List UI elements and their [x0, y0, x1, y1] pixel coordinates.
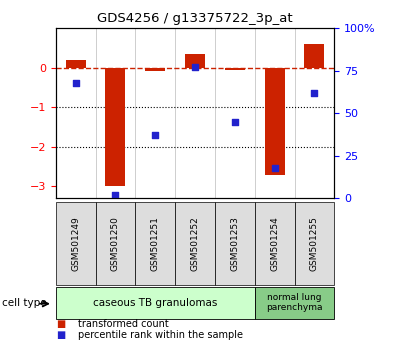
Bar — [255, 287, 334, 319]
Bar — [225, 68, 245, 70]
Text: ■: ■ — [56, 319, 65, 329]
Text: normal lung
parenchyma: normal lung parenchyma — [266, 293, 323, 312]
Text: GSM501250: GSM501250 — [111, 216, 120, 271]
Point — [271, 165, 278, 171]
Bar — [265, 68, 285, 175]
Text: GSM501254: GSM501254 — [270, 216, 279, 271]
Bar — [105, 68, 125, 187]
Text: GSM501251: GSM501251 — [151, 216, 160, 271]
Bar — [255, 202, 295, 285]
Point — [311, 90, 318, 96]
Point — [112, 192, 119, 198]
Text: GDS4256 / g13375722_3p_at: GDS4256 / g13375722_3p_at — [97, 12, 293, 25]
Bar — [135, 202, 175, 285]
Text: percentile rank within the sample: percentile rank within the sample — [78, 330, 243, 339]
Point — [192, 64, 198, 70]
Text: ■: ■ — [56, 330, 65, 339]
Text: GSM501252: GSM501252 — [191, 216, 199, 271]
Bar — [66, 60, 86, 68]
Point — [232, 119, 238, 125]
Text: caseous TB granulomas: caseous TB granulomas — [93, 298, 217, 308]
Text: cell type: cell type — [2, 298, 47, 308]
Bar — [145, 68, 165, 70]
Text: GSM501255: GSM501255 — [310, 216, 319, 271]
Bar — [56, 202, 96, 285]
Bar — [295, 202, 334, 285]
Point — [152, 132, 158, 138]
Text: GSM501249: GSM501249 — [71, 216, 80, 271]
Bar — [185, 54, 205, 68]
Text: transformed count: transformed count — [78, 319, 168, 329]
Text: GSM501253: GSM501253 — [230, 216, 239, 271]
Bar — [96, 202, 135, 285]
Bar — [56, 287, 255, 319]
Bar — [215, 202, 255, 285]
Point — [72, 80, 79, 86]
Bar — [175, 202, 215, 285]
Bar — [304, 44, 324, 68]
